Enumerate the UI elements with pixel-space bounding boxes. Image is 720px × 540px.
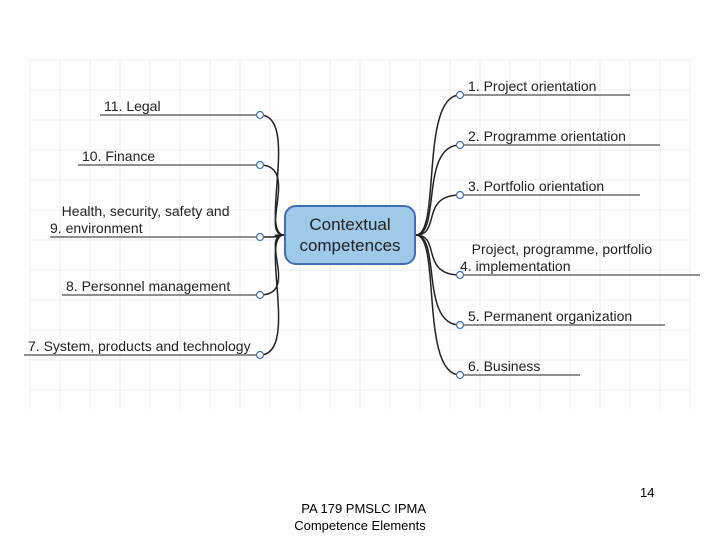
branch-label: 7. System, products and technology	[28, 338, 251, 355]
branch-label: 5. Permanent organization	[468, 308, 632, 325]
branch-label: 10. Finance	[82, 148, 155, 165]
central-node: Contextual competences	[284, 205, 416, 265]
footer-title-text: PA 179 PMSLC IPMA Competence Elements	[294, 501, 426, 532]
central-node-label: Contextual competences	[299, 214, 400, 257]
branch-label: 6. Business	[468, 358, 540, 375]
branch-label: Health, security, safety and 9. environm…	[50, 203, 230, 237]
branch-label: 2. Programme orientation	[468, 128, 626, 145]
branch-label: 3. Portfolio orientation	[468, 178, 604, 195]
page-number: 14	[640, 485, 654, 500]
branch-label: 1. Project orientation	[468, 78, 596, 95]
branch-label: Project, programme, portfolio 4. impleme…	[460, 241, 652, 275]
footer-title: PA 179 PMSLC IPMA Competence Elements	[260, 485, 460, 534]
branch-label: 11. Legal	[104, 98, 161, 115]
branch-label: 8. Personnel management	[66, 278, 230, 295]
